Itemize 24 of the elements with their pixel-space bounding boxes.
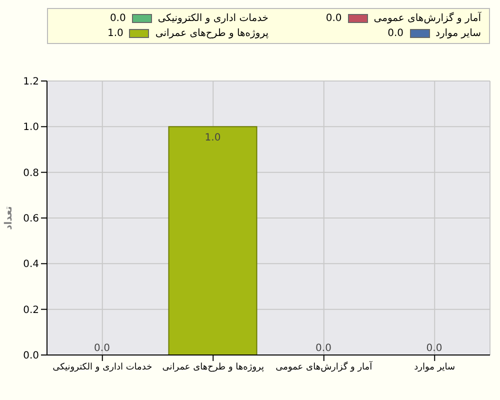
- data-label: 1.0: [204, 132, 221, 144]
- x-tick-label: پروژه‌ها و طرح‌های عمرانی: [162, 362, 265, 372]
- data-label: 0.0: [316, 343, 332, 354]
- y-tick-label: 1.0: [23, 122, 39, 134]
- legend-label: آمار و گزارش‌های عمومی: [374, 13, 481, 24]
- legend-label: خدمات اداری و الکترونیکی: [158, 13, 268, 24]
- y-tick-label: 0.8: [23, 168, 39, 179]
- text: 0.0: [326, 13, 342, 24]
- x-tick-label: آمار و گزارش‌های عمومی: [276, 360, 373, 372]
- y-axis-title: تعداد: [4, 206, 15, 230]
- y-tick-label: 0.6: [23, 214, 39, 225]
- data-label: 0.0: [94, 343, 110, 354]
- legend-label: سایر موارد: [436, 28, 481, 39]
- y-tick-label: 0.4: [23, 259, 39, 270]
- legend-label: پروژه‌ها و طرح‌های عمرانی: [155, 28, 268, 39]
- text: 0.0: [110, 13, 126, 24]
- x-tick-label: سایر موارد: [414, 362, 456, 372]
- data-label: 0.0: [426, 343, 442, 354]
- y-tick-label: 1.2: [23, 76, 39, 88]
- text: 0.0: [388, 28, 404, 39]
- y-tick-label: 0.0: [23, 350, 39, 362]
- y-tick-label: 0.2: [23, 304, 39, 316]
- x-tick-label: خدمات اداری و الکترونیکی: [52, 362, 152, 372]
- text: 1.0: [107, 28, 124, 39]
